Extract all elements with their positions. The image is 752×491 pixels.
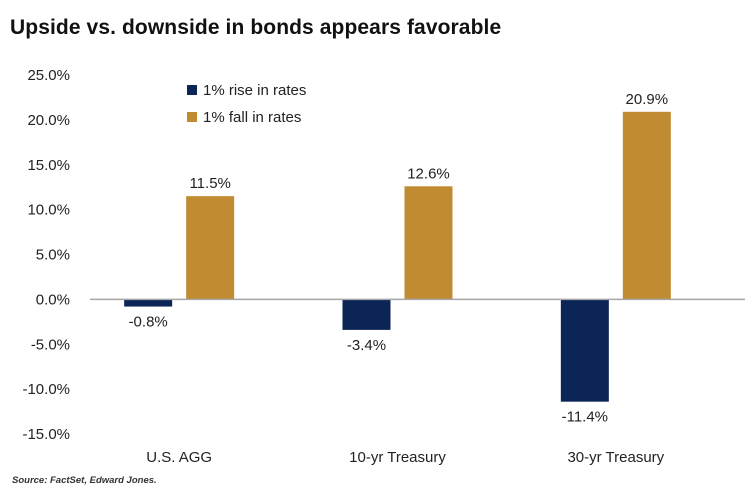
y-tick-label: -15.0% <box>22 426 70 443</box>
data-label: -3.4% <box>347 337 386 354</box>
legend-label: 1% fall in rates <box>203 109 301 126</box>
x-category-label: 30-yr Treasury <box>567 449 664 466</box>
bar-fall <box>622 111 671 300</box>
y-tick-label: 0.0% <box>36 291 70 308</box>
chart-title: Upside vs. downside in bonds appears fav… <box>10 16 502 39</box>
y-tick-label: 25.0% <box>27 67 70 84</box>
data-labels: -0.8% 11.5% -3.4% 12.6% -11.4% 20.9% <box>129 91 669 426</box>
bar-fall <box>186 196 235 300</box>
legend-label: 1% rise in rates <box>203 82 306 99</box>
y-axis-ticks: 25.0% 20.0% 15.0% 10.0% 5.0% 0.0% -5.0% -10.0% -… <box>22 67 70 443</box>
data-label: 11.5% <box>189 175 230 192</box>
bar-rise <box>560 299 609 402</box>
x-axis-categories: U.S. AGG 10-yr Treasury 30-yr Treasury <box>146 449 664 466</box>
data-label: 20.9% <box>626 91 669 108</box>
y-tick-label: -5.0% <box>31 336 70 353</box>
bar-fall <box>404 186 453 300</box>
y-tick-label: 20.0% <box>27 112 70 129</box>
x-category-label: U.S. AGG <box>146 449 212 466</box>
y-tick-label: 10.0% <box>27 202 70 219</box>
legend: 1% rise in rates 1% fall in rates <box>187 82 306 126</box>
y-tick-label: -10.0% <box>22 381 70 398</box>
y-tick-label: 15.0% <box>27 157 70 174</box>
bar-rise <box>124 299 173 307</box>
y-tick-label: 5.0% <box>36 247 70 264</box>
data-label: -0.8% <box>129 314 168 331</box>
bar-rise <box>342 299 391 330</box>
legend-swatch <box>187 85 197 95</box>
source-note: Source: FactSet, Edward Jones. <box>12 475 157 486</box>
data-label: -11.4% <box>562 409 608 426</box>
data-label: 12.6% <box>407 165 450 182</box>
x-category-label: 10-yr Treasury <box>349 449 446 466</box>
bars <box>124 111 671 402</box>
legend-swatch <box>187 112 197 122</box>
